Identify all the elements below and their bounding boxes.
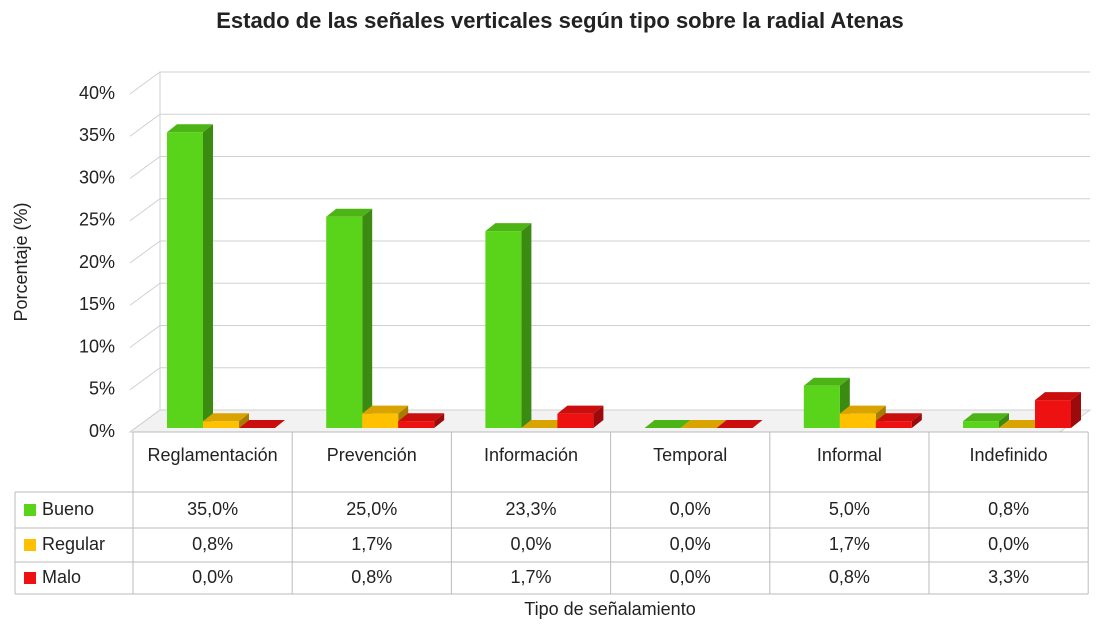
bar-side — [999, 413, 1009, 428]
grid-line — [129, 156, 1090, 179]
bar — [803, 385, 840, 428]
data-label: 0,0% — [670, 567, 711, 587]
x-tick-label: Temporal — [653, 445, 727, 465]
grid-line — [129, 198, 1090, 222]
grid-line — [129, 282, 1090, 306]
bar-top — [803, 377, 850, 386]
bar-top — [362, 405, 409, 414]
bar-top — [875, 413, 922, 422]
y-tick-label: 40% — [79, 83, 115, 103]
data-label: 0,0% — [510, 534, 551, 554]
bar — [167, 132, 203, 428]
y-tick-label: 30% — [79, 167, 115, 187]
bar — [485, 231, 522, 428]
bar-top — [326, 208, 373, 217]
bar-side — [239, 413, 249, 428]
legend-swatch — [24, 504, 36, 516]
data-label: 0,8% — [351, 567, 392, 587]
data-label: 0,0% — [192, 567, 233, 587]
bar-top — [521, 420, 568, 428]
grid-line — [129, 367, 1090, 391]
data-label: 0,8% — [192, 534, 233, 554]
bar — [362, 413, 399, 428]
y-axis-label: Porcentaje (%) — [11, 202, 31, 321]
data-label: 5,0% — [829, 499, 870, 519]
chart-title: Estado de las señales verticales según t… — [216, 8, 904, 33]
bar-side — [362, 208, 373, 428]
legend-label: Malo — [42, 567, 81, 587]
bar — [557, 413, 594, 428]
bar-top — [644, 420, 691, 428]
data-label: 0,8% — [829, 567, 870, 587]
bar-top — [398, 413, 445, 422]
data-label: 1,7% — [510, 567, 551, 587]
grid-line — [129, 325, 1090, 348]
x-tick-label: Información — [484, 445, 578, 465]
bar-top — [203, 413, 249, 422]
bar-top — [167, 124, 213, 133]
data-label: 25,0% — [346, 499, 397, 519]
bar-top — [239, 420, 285, 428]
x-tick-label: Informal — [817, 445, 882, 465]
data-label: 1,7% — [351, 534, 392, 554]
y-tick-label: 10% — [79, 336, 115, 356]
y-tick-label: 15% — [79, 294, 115, 314]
data-label: 0,0% — [670, 499, 711, 519]
x-axis-label: Tipo de señalamiento — [524, 599, 695, 619]
grid-line — [129, 113, 1090, 137]
data-label: 0,0% — [988, 534, 1029, 554]
bar — [203, 421, 239, 428]
data-label: 3,3% — [988, 567, 1029, 587]
bar — [326, 216, 363, 428]
x-tick-label: Prevención — [327, 445, 417, 465]
bar-top — [680, 420, 727, 428]
data-label: 35,0% — [187, 499, 238, 519]
y-tick-label: 0% — [89, 421, 115, 441]
y-tick-label: 25% — [79, 210, 115, 230]
bar-top — [963, 413, 1009, 422]
x-tick-label: Reglamentación — [148, 445, 278, 465]
y-tick-label: 5% — [89, 379, 115, 399]
bar-top — [485, 223, 532, 232]
data-label: 0,8% — [988, 499, 1029, 519]
bar-side — [203, 124, 213, 428]
bar-top — [716, 420, 763, 428]
bar — [839, 413, 876, 428]
y-tick-label: 35% — [79, 125, 115, 145]
legend-swatch — [24, 572, 36, 584]
data-label: 0,0% — [670, 534, 711, 554]
data-label: 1,7% — [829, 534, 870, 554]
bar-side — [593, 405, 604, 428]
bar — [875, 421, 912, 428]
bar-top — [999, 420, 1045, 428]
grid-line — [129, 409, 1090, 433]
bar — [963, 421, 999, 428]
bar — [398, 421, 435, 428]
bar-top — [1035, 392, 1081, 401]
x-tick-label: Indefinido — [970, 445, 1048, 465]
legend-label: Regular — [42, 534, 105, 554]
bar — [1035, 400, 1071, 428]
legend-label: Bueno — [42, 499, 94, 519]
bar-side — [911, 413, 922, 428]
data-label: 23,3% — [505, 499, 556, 519]
bar-side — [1071, 392, 1081, 428]
legend-swatch — [24, 539, 36, 551]
bar-top — [557, 405, 604, 414]
grid-line — [129, 240, 1090, 264]
grid-line — [129, 71, 1090, 95]
bar-side — [434, 413, 445, 428]
y-tick-label: 20% — [79, 252, 115, 272]
bar-top — [839, 405, 886, 414]
bar-side — [521, 223, 532, 428]
